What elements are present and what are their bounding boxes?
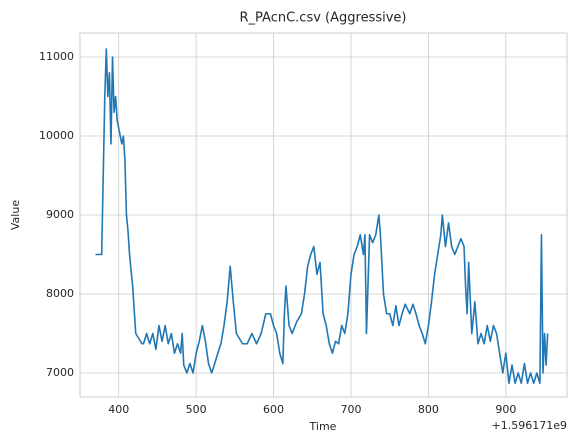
x-tick-label: 800 <box>418 403 439 416</box>
x-tick-label: 700 <box>340 403 361 416</box>
y-tick-label: 10000 <box>39 129 74 142</box>
chart-title: R_PAcnC.csv (Aggressive) <box>240 11 407 26</box>
x-tick-label: 500 <box>186 403 207 416</box>
y-tick-label: 8000 <box>46 287 74 300</box>
x-axis-label: Time <box>309 420 337 433</box>
y-tick-label: 9000 <box>46 208 74 221</box>
y-axis-label: Value <box>9 200 22 230</box>
x-tick-label: 400 <box>108 403 129 416</box>
data-line <box>95 48 549 385</box>
x-tick-label: 900 <box>495 403 516 416</box>
x-tick-label: 600 <box>263 403 284 416</box>
x-offset-label: +1.596171e9 <box>492 419 567 432</box>
y-tick-label: 7000 <box>46 366 74 379</box>
y-tick-label: 11000 <box>39 50 74 63</box>
